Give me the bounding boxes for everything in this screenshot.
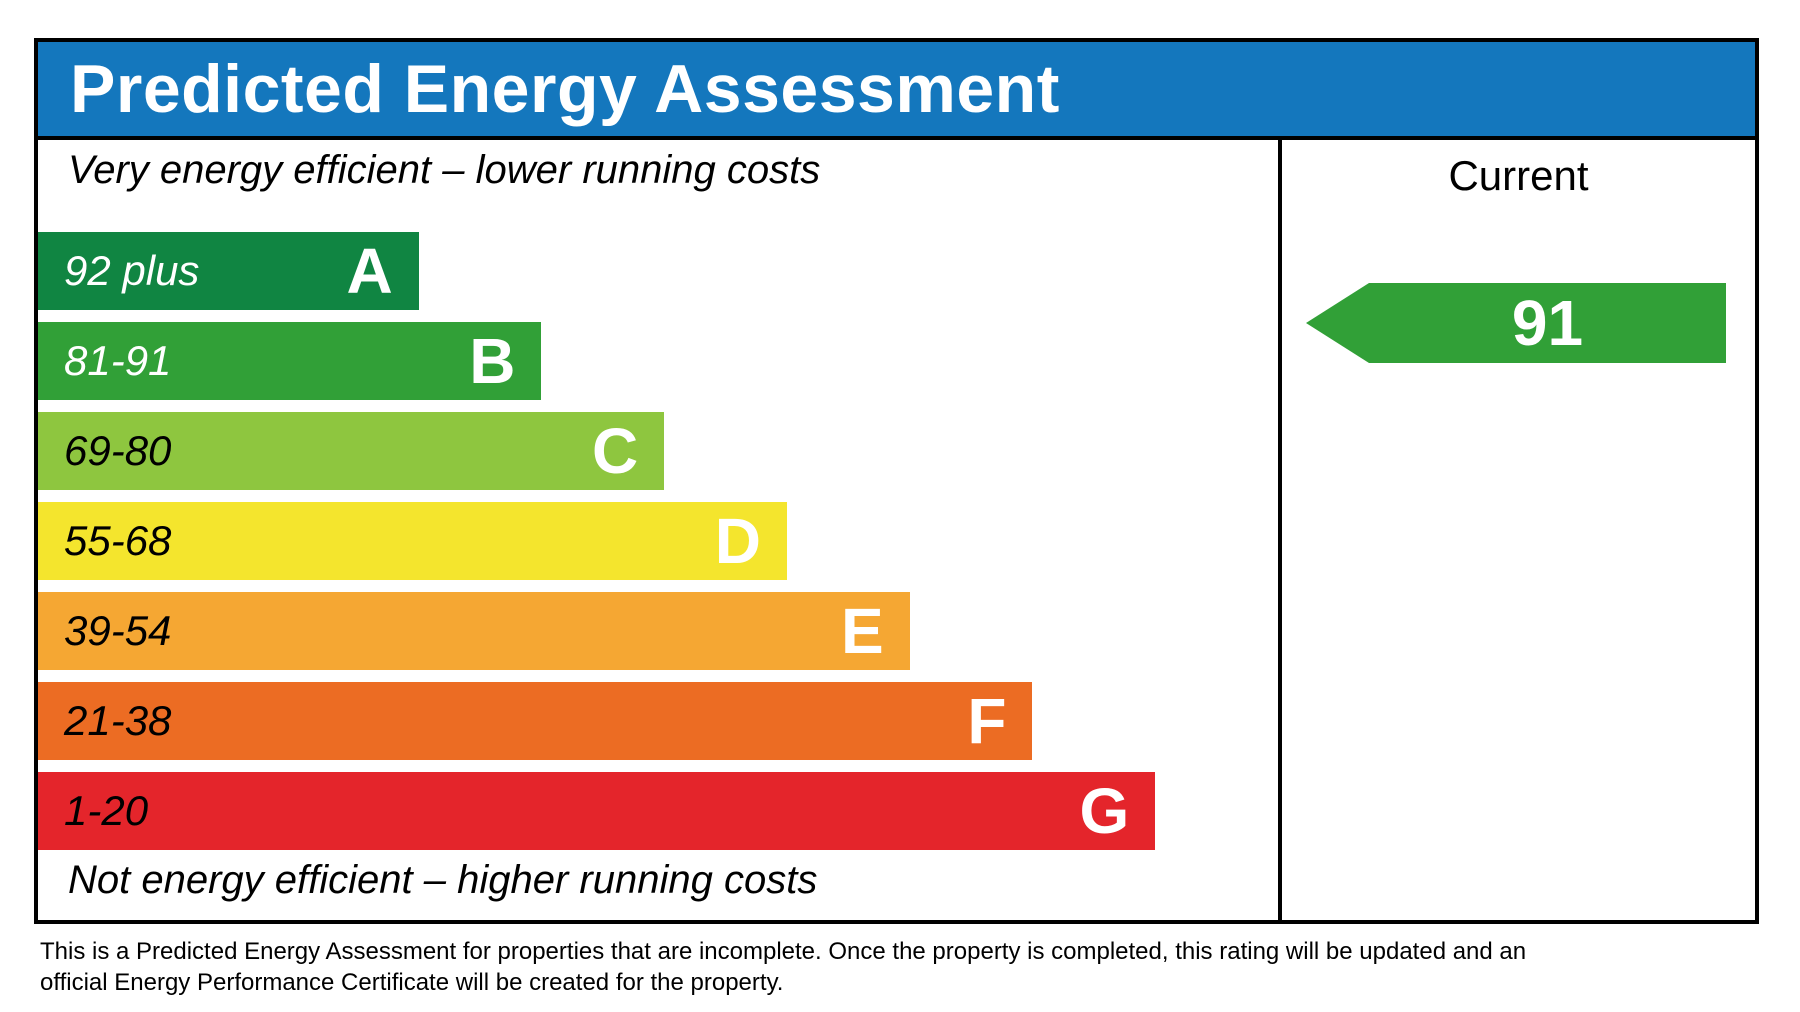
energy-rating-chart: Very energy efficient – lower running co… (38, 140, 1282, 920)
band-range-label: 81-91 (64, 337, 172, 384)
rating-band-d: 55-68 D (38, 502, 787, 580)
current-rating-value: 91 (1511, 287, 1584, 359)
rating-band-g: 1-20 G (38, 772, 1156, 850)
band-grade-letter: E (841, 595, 884, 667)
rating-band-f: 21-38 F (38, 682, 1033, 760)
rating-band-a: 92 plus A (38, 232, 419, 310)
band-range-label: 55-68 (64, 517, 172, 564)
band-grade-letter: A (346, 235, 393, 307)
rating-bands: 92 plus A 81-91 B 69-80 C 55-68 D 39-54 E 21-38 F 1-… (38, 232, 1278, 862)
current-column-header: Current (1448, 152, 1589, 199)
current-rating-panel: Current 91 (1282, 140, 1755, 920)
footer-note-line-1: This is a Predicted Energy Assessment fo… (40, 938, 1527, 965)
band-range-label: 39-54 (64, 607, 172, 654)
band-grade-letter: F (967, 685, 1007, 757)
band-range-label: 21-38 (64, 697, 172, 744)
footer-note: This is a Predicted Energy Assessment fo… (40, 936, 1526, 998)
current-rating-arrow-icon: 91 (1306, 283, 1726, 363)
bottom-axis-label: Not energy efficient – higher running co… (68, 858, 818, 902)
rating-band-c: 69-80 C (38, 412, 665, 490)
band-range-label: 69-80 (64, 427, 172, 474)
chart-body: Very energy efficient – lower running co… (38, 140, 1755, 920)
rating-band-e: 39-54 E (38, 592, 910, 670)
energy-assessment-board: Predicted Energy Assessment Very energy … (34, 38, 1759, 924)
band-range-label: 92 plus (64, 247, 200, 294)
band-grade-letter: C (591, 415, 639, 487)
page-title: Predicted Energy Assessment (70, 51, 1060, 127)
band-grade-letter: G (1079, 775, 1130, 847)
header-bar: Predicted Energy Assessment (38, 42, 1755, 140)
band-grade-letter: D (714, 505, 761, 577)
top-axis-label: Very energy efficient – lower running co… (68, 148, 821, 192)
band-range-label: 1-20 (64, 787, 149, 834)
footer-note-line-2: official Energy Performance Certificate … (40, 969, 784, 996)
band-grade-letter: B (469, 325, 516, 397)
rating-band-b: 81-91 B (38, 322, 542, 400)
